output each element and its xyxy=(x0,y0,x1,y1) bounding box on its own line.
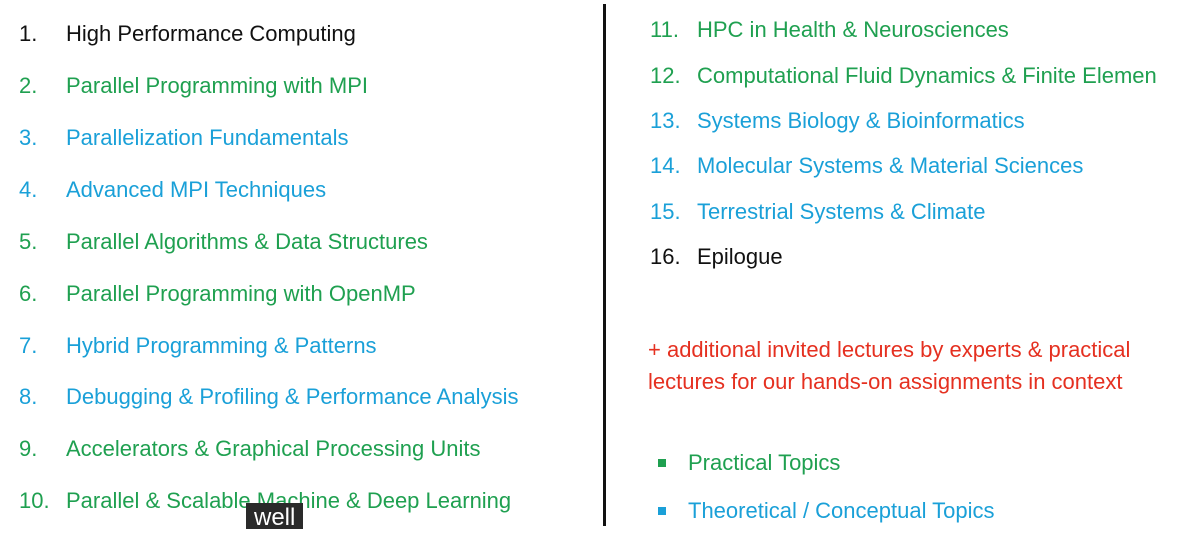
subtitle-caption: well xyxy=(246,503,304,531)
lecture-title: Parallel Programming with MPI xyxy=(66,73,368,98)
lecture-number: 2. xyxy=(19,73,38,98)
lecture-number: 6. xyxy=(19,281,38,306)
lecture-number: 5. xyxy=(19,229,38,254)
square-bullet-icon xyxy=(658,459,666,467)
legend-label: Theoretical / Conceptual Topics xyxy=(688,498,995,523)
lecture-number: 7. xyxy=(19,333,38,358)
lecture-title: Parallel Programming with OpenMP xyxy=(66,281,416,306)
lecture-number: 16. xyxy=(650,244,681,269)
lecture-title: Debugging & Profiling & Performance Anal… xyxy=(66,384,519,409)
lecture-title: Computational Fluid Dynamics & Finite El… xyxy=(697,63,1157,88)
lecture-number: 9. xyxy=(19,436,38,461)
lecture-title: Accelerators & Graphical Processing Unit… xyxy=(66,436,481,461)
lecture-title: Molecular Systems & Material Sciences xyxy=(697,153,1084,178)
note-line-1: + additional invited lectures by experts… xyxy=(648,337,1131,362)
lecture-number: 3. xyxy=(19,125,38,150)
lecture-title: Advanced MPI Techniques xyxy=(66,177,327,202)
lecture-title: High Performance Computing xyxy=(66,21,356,46)
square-bullet-icon xyxy=(658,507,666,515)
column-divider xyxy=(603,4,606,526)
lecture-number: 14. xyxy=(650,153,681,178)
lecture-title: Epilogue xyxy=(697,244,783,269)
lecture-number: 12. xyxy=(650,63,681,88)
lecture-number: 1. xyxy=(19,21,38,46)
additional-lectures-note: + additional invited lectures by experts… xyxy=(648,334,1204,398)
lecture-title: Systems Biology & Bioinformatics xyxy=(697,108,1025,133)
lecture-title: Parallelization Fundamentals xyxy=(66,125,349,150)
legend-label: Practical Topics xyxy=(688,450,841,475)
note-line-2: lectures for our hands-on assignments in… xyxy=(648,369,1123,394)
lecture-number: 13. xyxy=(650,108,681,133)
lecture-title: Parallel Algorithms & Data Structures xyxy=(66,229,428,254)
lecture-number: 8. xyxy=(19,384,38,409)
lecture-number: 4. xyxy=(19,177,38,202)
lecture-number: 15. xyxy=(650,199,681,224)
lecture-number: 10. xyxy=(19,488,50,513)
lecture-number: 11. xyxy=(650,17,679,42)
lecture-title: Terrestrial Systems & Climate xyxy=(697,199,986,224)
lecture-title: Hybrid Programming & Patterns xyxy=(66,333,377,358)
lecture-title: HPC in Health & Neurosciences xyxy=(697,17,1009,42)
